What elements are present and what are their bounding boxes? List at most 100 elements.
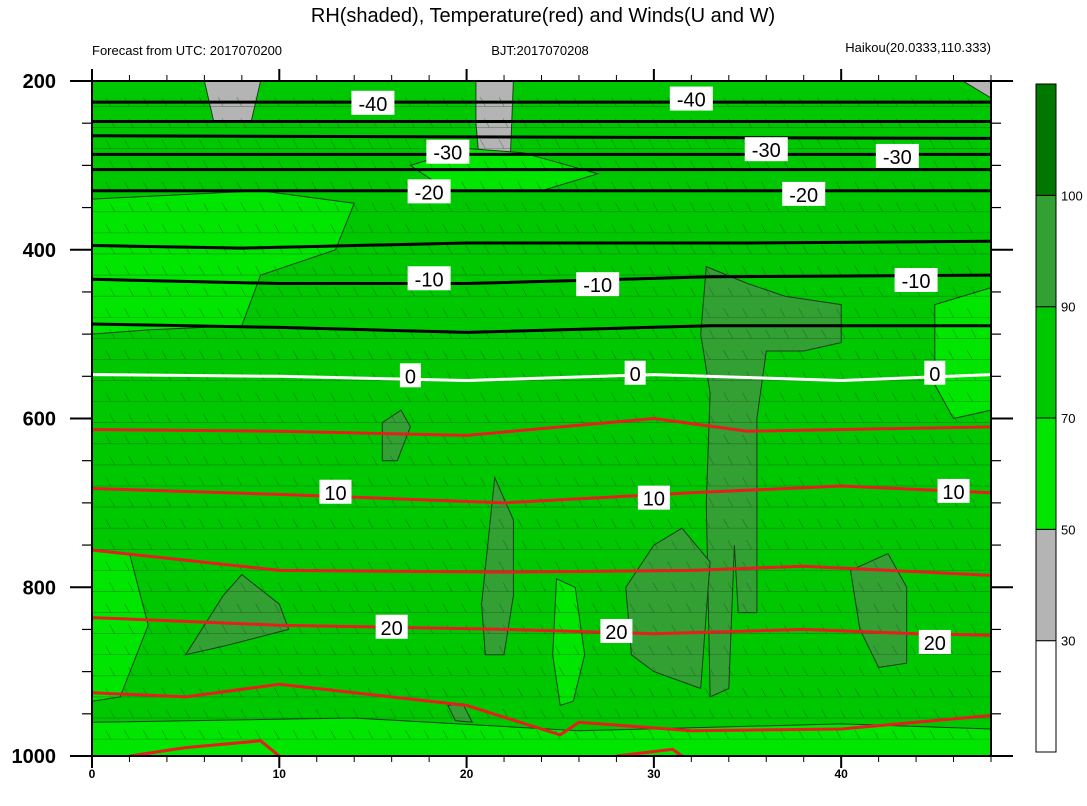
- wind-barb-flag: [802, 666, 808, 676]
- wind-barb-flag: [292, 139, 299, 149]
- wind-barb-flag: [446, 582, 453, 592]
- wind-barb-flag: [835, 392, 842, 402]
- wind-barb-flag: [558, 287, 565, 297]
- wind-barb-flag: [259, 624, 265, 634]
- wind-barb-flag: [648, 392, 655, 402]
- wind-barb-flag: [892, 476, 898, 487]
- wind-barb-flag: [835, 223, 842, 234]
- wind-barb-flag: [652, 329, 659, 339]
- wind-barb-flag: [592, 181, 598, 191]
- wind-barb-flag: [783, 582, 790, 592]
- wind-barb-flag: [146, 329, 153, 339]
- wind-barb-flag: [690, 287, 696, 297]
- wind-barb-flag: [446, 540, 453, 550]
- wind-barb-flag: [633, 329, 640, 339]
- wind-barb-flag: [348, 223, 355, 234]
- wind-barb-flag: [592, 350, 598, 360]
- wind-barb-flag: [480, 729, 486, 740]
- wind-barb-flag: [184, 160, 190, 170]
- wind-barb-flag: [802, 540, 808, 550]
- wind-barb-flag: [742, 519, 748, 529]
- wind-barb-flag: [873, 519, 879, 529]
- wind-barb-flag: [615, 160, 621, 170]
- wind-barb-flag: [798, 729, 804, 740]
- contour-label-box: [407, 179, 451, 204]
- wind-barb-flag: [278, 413, 284, 423]
- wind-barb-flag: [592, 308, 598, 318]
- wind-barb-flag: [554, 519, 561, 529]
- wind-barb-flag: [671, 497, 677, 508]
- wind-barb-flag: [540, 413, 546, 423]
- wind-barb-flag: [746, 540, 752, 550]
- wind-barb-flag: [723, 519, 730, 529]
- wind-barb-flag: [517, 729, 524, 740]
- wind-barb-flag: [405, 645, 411, 655]
- wind-barb-flag: [315, 413, 322, 423]
- wind-barb-flag: [199, 434, 205, 444]
- wind-barb-flag: [255, 392, 261, 402]
- wind-barb-flag: [573, 308, 580, 318]
- wind-barb-flag: [611, 645, 617, 655]
- wind-barb-flag: [633, 708, 640, 719]
- wind-barb-flag: [461, 265, 467, 276]
- wind-barb-flag: [764, 455, 771, 466]
- wind-barb-flag: [914, 708, 921, 719]
- wind-barb-flag: [948, 308, 954, 318]
- wind-barb-flag: [746, 413, 752, 423]
- wind-barb-flag: [409, 708, 415, 719]
- wind-barb-flag: [109, 287, 115, 297]
- wind-barb-flag: [199, 139, 205, 149]
- wind-barb-flag: [742, 308, 748, 318]
- wind-barb-flag: [311, 603, 318, 613]
- wind-barb-flag: [442, 519, 449, 529]
- wind-barb-flag: [611, 392, 617, 402]
- contour-labels: -40 -40 -30 -30 -30 -20 -20 -10 -10 -10 0 0 0 10 10 10 2…: [319, 86, 970, 655]
- wind-barb-flag: [835, 519, 842, 529]
- wind-barb-flag: [109, 202, 115, 212]
- wind-barb-flag: [933, 244, 940, 255]
- wind-barb-flag: [573, 645, 580, 655]
- wind-barb-flag: [465, 287, 471, 297]
- temperature-contour: [92, 416, 991, 437]
- wind-barb-flag: [330, 645, 336, 655]
- wind-barb-flag: [764, 160, 771, 170]
- wind-barb-flag: [161, 265, 168, 276]
- wind-barb-flag: [779, 350, 786, 360]
- wind-barb-flag: [386, 603, 392, 613]
- wind-barb-flag: [798, 434, 804, 444]
- wind-barb-flag: [914, 540, 921, 550]
- wind-barb-flag: [723, 645, 730, 655]
- wind-barb-flag: [558, 413, 565, 423]
- wind-barb-flag: [690, 582, 696, 592]
- wind-barb-flag: [858, 329, 865, 339]
- contour-label: -40: [358, 94, 387, 116]
- wind-barb-flag: [704, 392, 711, 402]
- wind-barb-flag: [427, 455, 434, 466]
- wind-barb-flag: [648, 139, 655, 149]
- wind-barb-flag: [334, 329, 340, 339]
- wind-barb-flag: [236, 139, 243, 149]
- wind-barb-flag: [348, 265, 355, 276]
- wind-barb-flag: [896, 666, 902, 676]
- wind-barb-flag: [142, 139, 149, 149]
- wind-barb-flag: [461, 308, 467, 318]
- wind-barb-flag: [292, 181, 299, 191]
- wind-barb-flag: [274, 139, 280, 149]
- wind-barb-flag: [802, 287, 808, 297]
- wind-barb-flag: [892, 561, 898, 571]
- wind-barb-flag: [629, 223, 636, 234]
- contour-label-box: [782, 181, 826, 206]
- wind-barb-flag: [821, 244, 827, 255]
- wind-barb-flag: [240, 497, 247, 508]
- wind-barb-flag: [929, 476, 936, 487]
- wind-barb-flag: [484, 160, 490, 170]
- wind-barb-flag: [839, 287, 846, 297]
- wind-barb-flag: [371, 708, 378, 719]
- wind-barb-flag: [296, 160, 303, 170]
- wind-barb-flag: [760, 392, 767, 402]
- wind-barb-flag: [835, 139, 842, 149]
- wind-barb-flag: [278, 540, 284, 550]
- wind-barb-flag: [480, 181, 486, 191]
- contour-label: 20: [381, 618, 403, 640]
- wind-barb-flag: [442, 350, 449, 360]
